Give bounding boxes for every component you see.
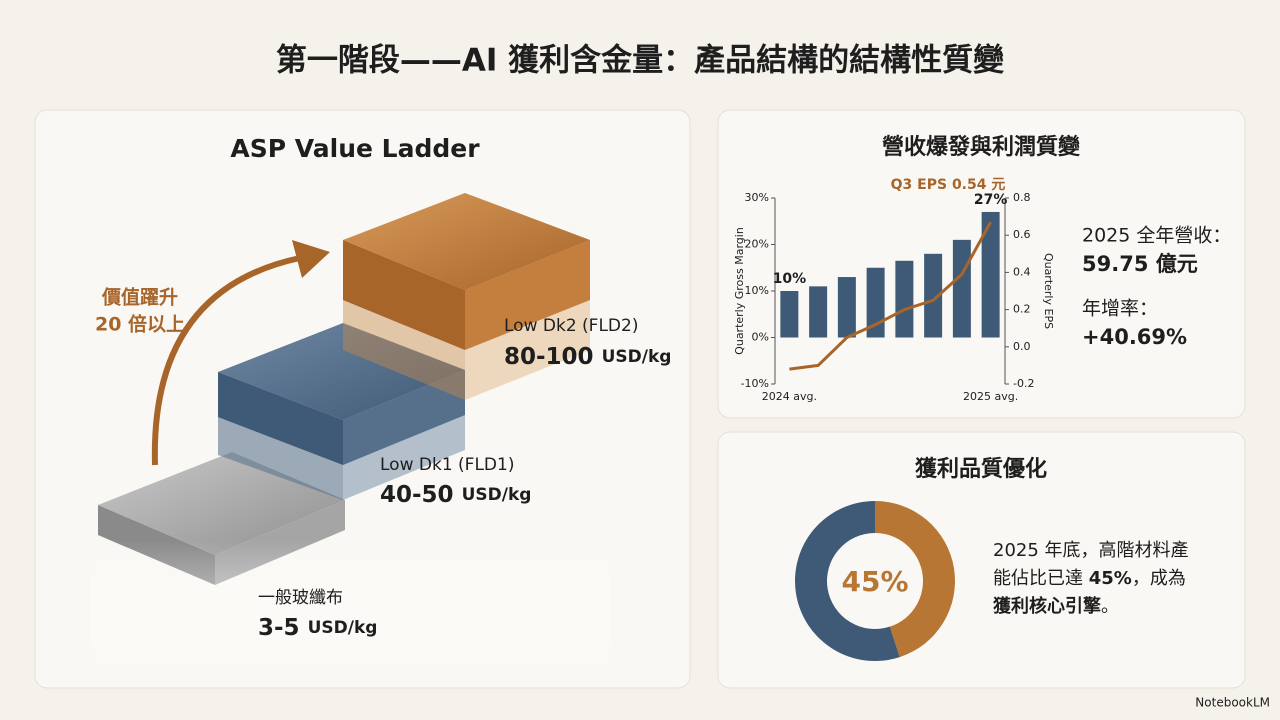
y-tick-label: 20% — [745, 238, 769, 251]
y2-tick-label: 0.0 — [1013, 340, 1031, 353]
ladder-blocks — [90, 193, 610, 680]
note-text: 。 — [1101, 596, 1119, 617]
bar — [837, 277, 856, 338]
step-name: Low Dk1 (FLD1) — [380, 455, 514, 475]
note-line: 2025 年底，高階材料產 — [993, 540, 1189, 561]
slide-title: 第一階段——AI 獲利含金量：產品結構的結構性質變 — [276, 43, 1004, 79]
data-label: 27% — [974, 192, 1008, 208]
bar — [780, 291, 799, 338]
price: 3-5 — [258, 615, 300, 641]
x-tick-label: 2024 avg. — [762, 390, 817, 403]
arrow-label: 20 倍以上 — [95, 313, 185, 336]
donut-center-label: 45% — [841, 565, 908, 598]
revenue-label: 2025 全年營收： — [1082, 225, 1231, 247]
donut-segment — [795, 501, 900, 661]
chart-panel — [717, 109, 1246, 419]
unit: USD/kg — [462, 485, 532, 505]
bar — [981, 211, 1000, 338]
price: 40-50 — [380, 482, 454, 508]
bar — [924, 253, 943, 338]
donut-segment — [875, 501, 956, 658]
growth-value: +40.69% — [1082, 325, 1187, 349]
donut-title: 獲利品質優化 — [915, 456, 1047, 482]
step-price: 40-50 USD/kg — [380, 482, 531, 508]
brand: NotebookLM — [1195, 696, 1270, 710]
unit: USD/kg — [602, 347, 672, 367]
step-name: Low Dk2 (FLD2) — [504, 316, 638, 336]
step-price: 80-100 USD/kg — [504, 344, 671, 370]
y2-tick-label: 0.2 — [1013, 303, 1031, 316]
annotation: Q3 EPS 0.54 元 — [891, 177, 1006, 193]
bar — [809, 286, 828, 338]
bar — [895, 260, 914, 338]
step-name: 一般玻纖布 — [258, 588, 343, 608]
growth-label: 年增率： — [1082, 298, 1158, 320]
note-text: 2025 年底，高階材料產 — [993, 540, 1189, 561]
y-tick-label: -10% — [741, 377, 769, 390]
revenue-value: 59.75 億元 — [1082, 252, 1198, 276]
y-tick-label: 30% — [745, 191, 769, 204]
note-line: 能佔比已達 45%，成為 — [993, 568, 1186, 589]
bar — [866, 267, 885, 338]
note-line: 獲利核心引擎。 — [993, 595, 1119, 617]
y-tick-label: 0% — [752, 331, 769, 344]
y2-tick-label: 0.4 — [1013, 265, 1031, 278]
note-text: 獲利核心引擎 — [993, 595, 1101, 617]
y-tick-label: 10% — [745, 284, 769, 297]
y2-tick-label: 0.8 — [1013, 191, 1031, 204]
line — [789, 221, 992, 371]
x-tick-label: 2025 avg. — [963, 390, 1018, 403]
price: 80-100 — [504, 344, 594, 370]
chart-title: 營收爆發與利潤質變 — [882, 134, 1081, 160]
unit: USD/kg — [308, 618, 378, 638]
y2-tick-label: -0.2 — [1013, 377, 1034, 390]
arrow-label: 價值躍升 — [101, 286, 178, 309]
y2-axis-label: Quarterly EPS — [1042, 253, 1055, 329]
bar — [952, 239, 971, 338]
note-text: 能佔比已達 — [993, 568, 1089, 589]
ladder-title: ASP Value Ladder — [230, 134, 480, 163]
note-text: ，成為 — [1132, 568, 1186, 589]
y-axis-label: Quarterly Gross Margin — [733, 227, 746, 355]
y2-tick-label: 0.6 — [1013, 228, 1031, 241]
step-price: 3-5 USD/kg — [258, 615, 377, 641]
note-text: 45% — [1089, 568, 1132, 589]
data-label: 10% — [773, 271, 807, 287]
